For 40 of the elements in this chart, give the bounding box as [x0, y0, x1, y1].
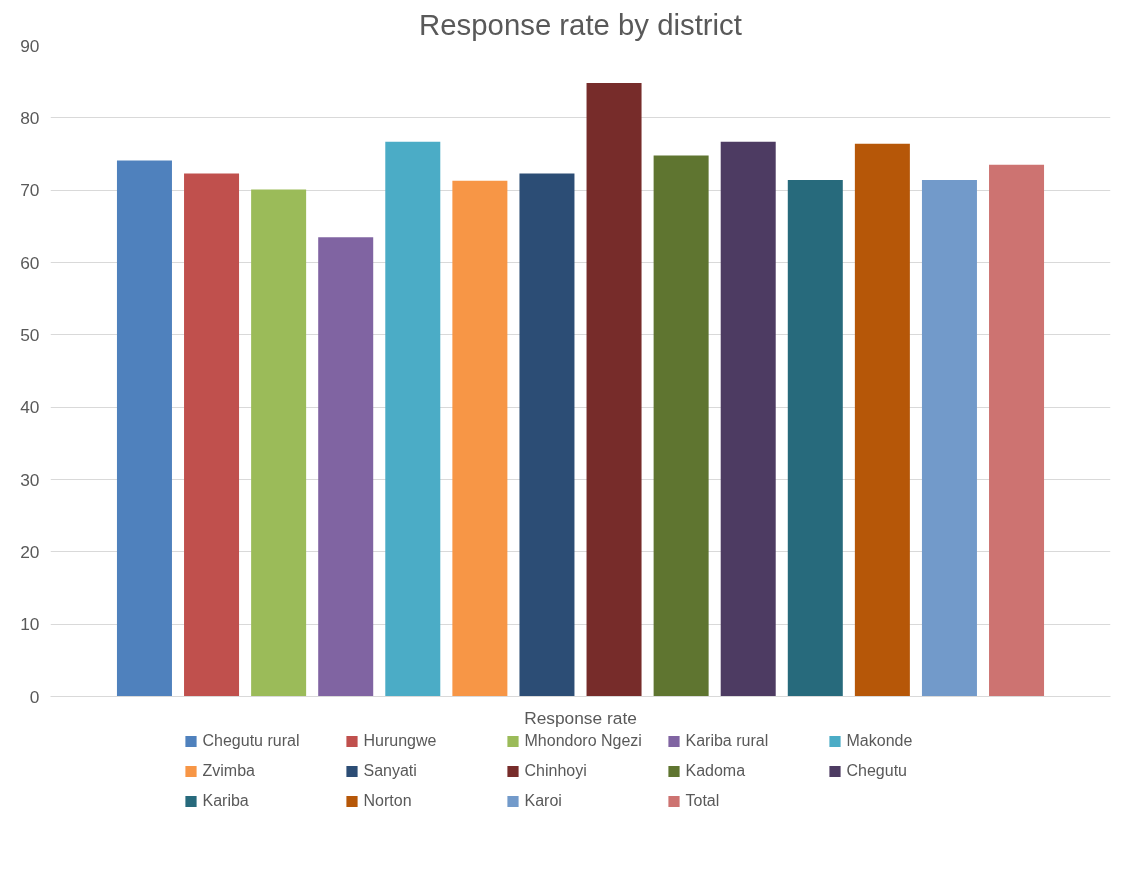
legend-label: Kadoma	[685, 762, 747, 780]
bar	[318, 237, 374, 697]
x-tick-label: Response rate	[524, 707, 637, 728]
bar	[921, 180, 977, 697]
bar	[385, 141, 441, 697]
y-tick-label: 80	[20, 107, 40, 128]
bar	[251, 189, 307, 697]
y-tick-label: 50	[20, 324, 40, 345]
legend-label: Kariba	[202, 792, 250, 810]
legend-label: Chegutu rural	[202, 732, 301, 750]
bar	[116, 160, 172, 697]
legend-label: Karoi	[524, 792, 563, 810]
legend-label: Chegutu	[846, 762, 908, 780]
bar	[720, 141, 776, 697]
bar	[653, 155, 709, 697]
y-tick-label: 60	[20, 252, 40, 273]
y-tick-label: 0	[29, 686, 40, 707]
chart-title: Response rate by district	[419, 7, 742, 41]
legend-label: Makonde	[846, 732, 914, 750]
y-tick-label: 90	[20, 35, 40, 56]
bar	[586, 83, 642, 697]
bar	[452, 180, 508, 697]
legend-label: Zvimba	[202, 762, 256, 780]
legend-label: Sanyati	[363, 762, 418, 780]
legend-label: Norton	[363, 792, 413, 810]
bar	[854, 143, 910, 697]
bar	[989, 164, 1045, 697]
y-tick-label: 40	[20, 397, 40, 418]
legend-label: Mhondoro Ngezi	[524, 732, 643, 750]
y-tick-label: 70	[20, 180, 40, 201]
bar	[184, 173, 240, 697]
y-tick-label: 30	[20, 469, 40, 490]
legend-label: Total	[685, 792, 721, 810]
y-tick-label: 20	[20, 541, 40, 562]
bar	[787, 180, 843, 697]
bar	[519, 173, 575, 697]
legend-label: Hurungwe	[363, 732, 438, 750]
legend-label: Chinhoyi	[524, 762, 588, 780]
legend-label: Kariba rural	[685, 732, 770, 750]
y-tick-label: 10	[20, 614, 40, 635]
